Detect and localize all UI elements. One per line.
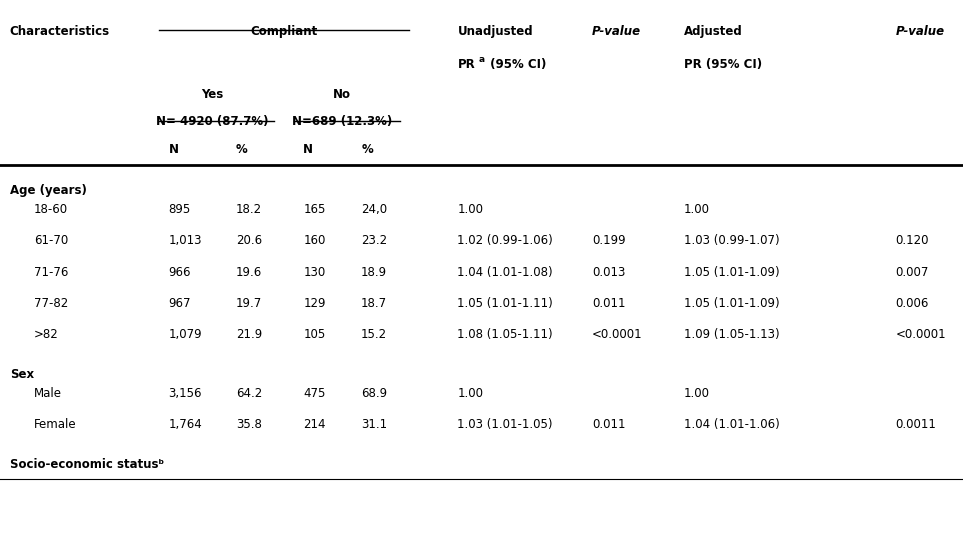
Text: No: No [333, 88, 351, 101]
Text: 1.05 (1.01-1.09): 1.05 (1.01-1.09) [684, 297, 779, 310]
Text: 1.02 (0.99-1.06): 1.02 (0.99-1.06) [457, 234, 553, 248]
Text: Age (years): Age (years) [10, 184, 87, 197]
Text: 0.199: 0.199 [592, 234, 626, 248]
Text: 966: 966 [169, 266, 191, 279]
Text: Unadjusted: Unadjusted [457, 25, 534, 38]
Text: 214: 214 [303, 418, 325, 431]
Text: 64.2: 64.2 [236, 387, 262, 400]
Text: 61-70: 61-70 [34, 234, 68, 248]
Text: %: % [361, 143, 373, 156]
Text: >82: >82 [34, 328, 59, 342]
Text: 0.120: 0.120 [896, 234, 929, 248]
Text: PR: PR [457, 58, 475, 71]
Text: 21.9: 21.9 [236, 328, 262, 342]
Text: 19.6: 19.6 [236, 266, 262, 279]
Text: 1.04 (1.01-1.06): 1.04 (1.01-1.06) [684, 418, 779, 431]
Text: 0.007: 0.007 [896, 266, 929, 279]
Text: 1.05 (1.01-1.09): 1.05 (1.01-1.09) [684, 266, 779, 279]
Text: <0.0001: <0.0001 [896, 328, 947, 342]
Text: 895: 895 [169, 203, 191, 216]
Text: 20.6: 20.6 [236, 234, 262, 248]
Text: Compliant: Compliant [250, 25, 318, 38]
Text: 19.7: 19.7 [236, 297, 262, 310]
Text: 0.011: 0.011 [592, 418, 626, 431]
Text: Socio-economic statusᵇ: Socio-economic statusᵇ [10, 458, 164, 471]
Text: Female: Female [34, 418, 76, 431]
Text: 1.08 (1.05-1.11): 1.08 (1.05-1.11) [457, 328, 553, 342]
Text: 1,764: 1,764 [169, 418, 202, 431]
Text: PR (95% CI): PR (95% CI) [684, 58, 762, 71]
Text: 1.03 (1.01-1.05): 1.03 (1.01-1.05) [457, 418, 553, 431]
Text: a: a [479, 55, 484, 64]
Text: 18.2: 18.2 [236, 203, 262, 216]
Text: 1.05 (1.01-1.11): 1.05 (1.01-1.11) [457, 297, 553, 310]
Text: 24,0: 24,0 [361, 203, 387, 216]
Text: 165: 165 [303, 203, 325, 216]
Text: 1,079: 1,079 [169, 328, 202, 342]
Text: 967: 967 [169, 297, 191, 310]
Text: Male: Male [34, 387, 62, 400]
Text: 0.0011: 0.0011 [896, 418, 936, 431]
Text: 475: 475 [303, 387, 325, 400]
Text: 105: 105 [303, 328, 325, 342]
Text: Adjusted: Adjusted [684, 25, 742, 38]
Text: 160: 160 [303, 234, 325, 248]
Text: 0.011: 0.011 [592, 297, 626, 310]
Text: 18.9: 18.9 [361, 266, 387, 279]
Text: 1.09 (1.05-1.13): 1.09 (1.05-1.13) [684, 328, 779, 342]
Text: 1.00: 1.00 [457, 387, 483, 400]
Text: 1,013: 1,013 [169, 234, 202, 248]
Text: %: % [236, 143, 247, 156]
Text: 68.9: 68.9 [361, 387, 387, 400]
Text: (95% CI): (95% CI) [486, 58, 547, 71]
Text: 1.00: 1.00 [457, 203, 483, 216]
Text: 3,156: 3,156 [169, 387, 202, 400]
Text: 18.7: 18.7 [361, 297, 387, 310]
Text: Sex: Sex [10, 368, 34, 381]
Text: 15.2: 15.2 [361, 328, 387, 342]
Text: 31.1: 31.1 [361, 418, 387, 431]
Text: 23.2: 23.2 [361, 234, 387, 248]
Text: P-value: P-value [896, 25, 945, 38]
Text: N=689 (12.3%): N=689 (12.3%) [292, 116, 392, 129]
Text: <0.0001: <0.0001 [592, 328, 643, 342]
Text: N: N [303, 143, 313, 156]
Text: 1.04 (1.01-1.08): 1.04 (1.01-1.08) [457, 266, 553, 279]
Text: Characteristics: Characteristics [10, 25, 110, 38]
Text: P-value: P-value [592, 25, 641, 38]
Text: 130: 130 [303, 266, 325, 279]
Text: 1.00: 1.00 [684, 203, 710, 216]
Text: 0.013: 0.013 [592, 266, 626, 279]
Text: 1.00: 1.00 [684, 387, 710, 400]
Text: N= 4920 (87.7%): N= 4920 (87.7%) [156, 116, 268, 129]
Text: 18-60: 18-60 [34, 203, 67, 216]
Text: 35.8: 35.8 [236, 418, 262, 431]
Text: 71-76: 71-76 [34, 266, 68, 279]
Text: 1.03 (0.99-1.07): 1.03 (0.99-1.07) [684, 234, 779, 248]
Text: 77-82: 77-82 [34, 297, 68, 310]
Text: Yes: Yes [200, 88, 223, 101]
Text: 0.006: 0.006 [896, 297, 929, 310]
Text: 129: 129 [303, 297, 325, 310]
Text: N: N [169, 143, 178, 156]
